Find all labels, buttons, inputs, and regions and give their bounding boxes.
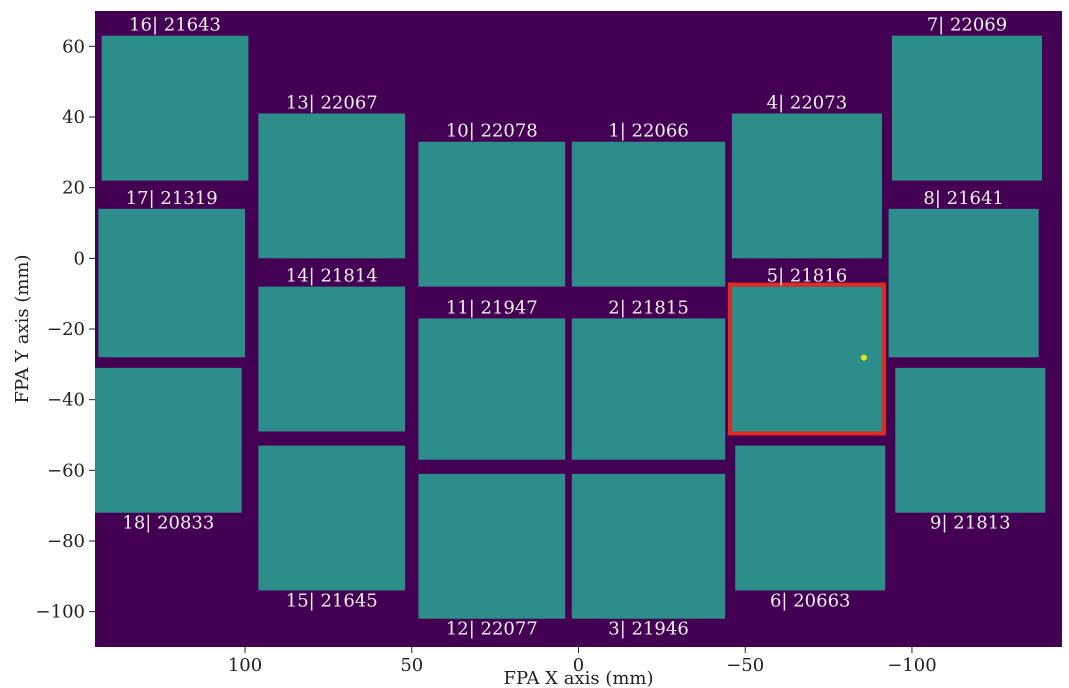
detector-label: 13| 22067 bbox=[286, 92, 378, 113]
detector-label: 4| 22073 bbox=[767, 92, 848, 113]
y-tick-label: 20 bbox=[62, 178, 85, 199]
detector-tile bbox=[889, 209, 1039, 357]
detector-17: 17| 21319 bbox=[98, 188, 245, 357]
y-axis-label: FPA Y axis (mm) bbox=[12, 254, 33, 403]
y-tick-label: 60 bbox=[62, 36, 85, 57]
detector-tile bbox=[418, 474, 565, 619]
detector-label: 6| 20663 bbox=[770, 590, 851, 611]
detector-11: 11| 21947 bbox=[418, 297, 565, 459]
detector-label: 2| 21815 bbox=[608, 297, 689, 318]
detector-label: 15| 21645 bbox=[286, 590, 378, 611]
detector-label: 5| 21816 bbox=[767, 266, 848, 287]
detector-tile bbox=[732, 287, 882, 432]
x-tick-label: −100 bbox=[887, 655, 936, 676]
detector-6: 6| 20663 bbox=[735, 446, 885, 612]
detector-16: 16| 21643 bbox=[102, 15, 249, 181]
detector-tile bbox=[735, 446, 885, 591]
detector-tile bbox=[98, 209, 245, 357]
x-tick-label: 50 bbox=[400, 655, 423, 676]
detector-tile bbox=[258, 287, 405, 432]
detector-3: 3| 21946 bbox=[572, 474, 725, 640]
y-tick-label: −100 bbox=[36, 602, 85, 623]
detector-7: 7| 22069 bbox=[892, 15, 1042, 181]
detector-label: 10| 22078 bbox=[446, 121, 538, 142]
detector-label: 17| 21319 bbox=[126, 188, 218, 209]
detector-9: 9| 21813 bbox=[895, 368, 1045, 534]
detector-tile bbox=[572, 474, 725, 619]
detector-tile bbox=[102, 36, 249, 181]
detector-tile bbox=[895, 368, 1045, 513]
y-tick-label: 0 bbox=[74, 248, 85, 269]
detector-10: 10| 22078 bbox=[418, 121, 565, 287]
detector-15: 15| 21645 bbox=[258, 446, 405, 612]
detector-4: 4| 22073 bbox=[732, 92, 882, 258]
y-tick-label: −60 bbox=[47, 460, 85, 481]
detector-tile bbox=[892, 36, 1042, 181]
detector-tile bbox=[95, 368, 242, 513]
detector-label: 3| 21946 bbox=[608, 619, 689, 640]
detector-label: 9| 21813 bbox=[930, 513, 1011, 534]
detector-18: 18| 20833 bbox=[95, 368, 242, 534]
hot-pixel-marker bbox=[861, 355, 867, 361]
y-tick-label: −40 bbox=[47, 390, 85, 411]
detector-5: 5| 21816 bbox=[730, 266, 884, 434]
detector-label: 16| 21643 bbox=[129, 15, 221, 36]
detector-tile bbox=[258, 113, 405, 258]
detector-tile bbox=[572, 142, 725, 287]
detector-12: 12| 22077 bbox=[418, 474, 565, 640]
detector-label: 18| 20833 bbox=[122, 513, 214, 534]
y-tick-label: 40 bbox=[62, 107, 85, 128]
y-tick-label: −80 bbox=[47, 531, 85, 552]
detector-tile bbox=[418, 318, 565, 459]
y-tick-label: −20 bbox=[47, 319, 85, 340]
detector-2: 2| 21815 bbox=[572, 297, 725, 459]
detector-tile bbox=[572, 318, 725, 459]
detector-tile bbox=[732, 113, 882, 258]
detector-8: 8| 21641 bbox=[889, 188, 1039, 357]
detector-label: 11| 21947 bbox=[446, 297, 538, 318]
detector-label: 14| 21814 bbox=[286, 266, 378, 287]
x-tick-label: −50 bbox=[726, 655, 764, 676]
detector-label: 8| 21641 bbox=[923, 188, 1004, 209]
detector-tile bbox=[258, 446, 405, 591]
detector-14: 14| 21814 bbox=[258, 266, 405, 432]
detector-1: 1| 22066 bbox=[572, 121, 725, 287]
x-tick-label: 100 bbox=[228, 655, 262, 676]
detector-label: 7| 22069 bbox=[927, 15, 1008, 36]
detector-tile bbox=[418, 142, 565, 287]
detector-label: 1| 22066 bbox=[608, 121, 689, 142]
detector-13: 13| 22067 bbox=[258, 92, 405, 258]
x-axis-label: FPA X axis (mm) bbox=[504, 668, 654, 688]
detector-label: 12| 22077 bbox=[446, 619, 538, 640]
